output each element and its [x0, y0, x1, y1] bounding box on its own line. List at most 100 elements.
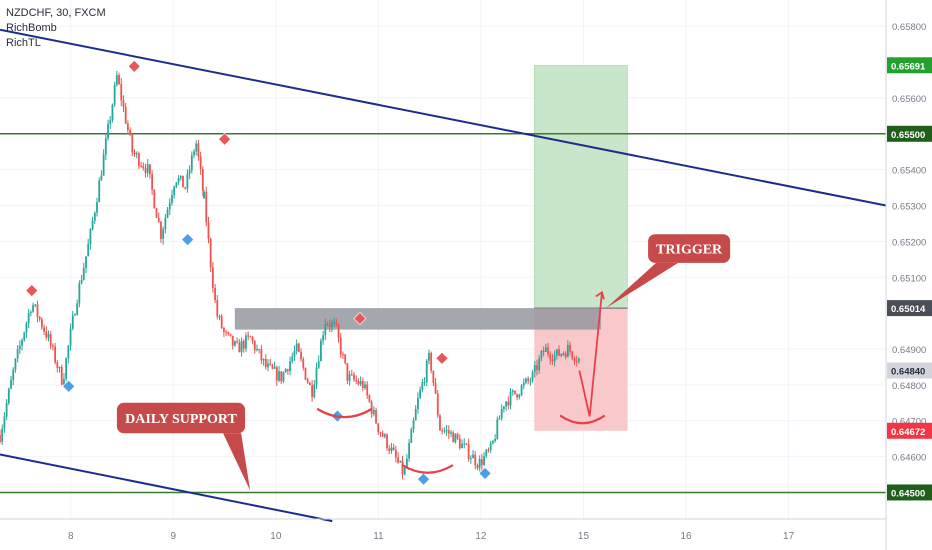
price-tick-label: 0.65400 — [892, 166, 926, 177]
candle-body — [308, 382, 311, 385]
projection-path — [578, 292, 603, 417]
candle-body — [461, 443, 463, 449]
candle-body — [366, 384, 369, 396]
candle-body — [193, 151, 195, 156]
candle-body — [419, 389, 422, 398]
candle-body — [278, 371, 280, 381]
candle-body — [463, 443, 466, 445]
candle-body — [496, 419, 499, 439]
candle-body — [469, 458, 472, 460]
candle-body — [164, 217, 167, 230]
callout-label: TRIGGER — [656, 243, 723, 258]
candle-body — [450, 432, 452, 434]
candle-body — [489, 443, 492, 450]
candle-body — [445, 430, 448, 432]
candle-body — [516, 394, 519, 398]
candle-body — [498, 418, 501, 420]
candle-body — [364, 384, 366, 389]
price-badge-label: 0.65691 — [891, 61, 926, 72]
callout-box — [116, 402, 246, 434]
candle-body — [249, 336, 252, 338]
candle-body — [227, 332, 230, 334]
indicator-label: RichTL — [6, 37, 41, 49]
candle-body — [80, 279, 83, 284]
candle-body — [264, 359, 267, 368]
candle-body — [214, 288, 216, 301]
candle-body — [577, 358, 580, 362]
candle-body — [34, 304, 37, 306]
candle-body — [335, 322, 338, 326]
symbol-title: NZDCHF, 30, FXCM — [6, 7, 106, 19]
candle-body — [7, 388, 10, 404]
candle-body — [443, 430, 446, 432]
candle-body — [337, 325, 340, 338]
candle-body — [511, 390, 514, 392]
time-tick-label: 15 — [578, 531, 590, 542]
candle-body — [547, 347, 549, 355]
candle-body — [76, 303, 79, 315]
candle-body — [480, 459, 483, 465]
candle-body — [494, 438, 496, 441]
candle-body — [381, 433, 384, 437]
candle-body — [197, 143, 200, 157]
candle-body — [137, 153, 140, 166]
candle-body — [291, 356, 294, 362]
candle-body — [23, 332, 26, 341]
candle-body — [273, 367, 276, 369]
candle-body — [38, 316, 41, 320]
trend-line — [0, 28, 887, 207]
candle-body — [18, 345, 21, 350]
candle-body — [500, 409, 503, 419]
sell-signal-marker — [218, 132, 232, 146]
candle-body — [412, 420, 415, 430]
candle-body — [135, 153, 138, 155]
price-tick-label: 0.64600 — [892, 453, 926, 464]
candle-body — [171, 195, 173, 203]
candle-body — [456, 433, 459, 439]
callout-box — [648, 234, 731, 263]
price-tick-label: 0.65800 — [892, 22, 926, 33]
candle-body — [304, 367, 307, 380]
candle-body — [430, 352, 433, 371]
candle-body — [540, 350, 543, 359]
candle-body — [207, 222, 210, 239]
candle-body — [153, 189, 156, 209]
candle-body — [558, 349, 560, 356]
candle-body — [465, 443, 468, 445]
sell-signal-marker — [353, 312, 367, 325]
candle-body — [190, 155, 193, 171]
candle-body — [236, 341, 239, 343]
candle-body — [67, 345, 70, 359]
candle-body — [0, 435, 1, 442]
candle-body — [188, 170, 191, 174]
candle-body — [146, 164, 149, 173]
callout-label: DAILY SUPPORT — [125, 412, 237, 427]
candle-body — [454, 433, 457, 443]
candle-body — [21, 340, 23, 346]
candle-body — [184, 187, 187, 189]
candle-body — [220, 316, 223, 329]
candle-body — [520, 385, 523, 395]
candle-body — [78, 283, 81, 304]
candle-body — [1, 428, 4, 442]
candle-body — [260, 349, 263, 361]
candle-body — [536, 365, 538, 371]
candle-body — [45, 331, 48, 338]
candle-body — [439, 415, 441, 431]
candle-body — [3, 416, 6, 429]
candle-body — [186, 173, 189, 189]
candle-body — [538, 358, 541, 371]
price-badge-label: 0.65500 — [891, 130, 925, 141]
time-tick-label: 11 — [373, 531, 384, 542]
candle-body — [331, 322, 333, 327]
candle-body — [242, 340, 245, 349]
candle-body — [531, 372, 534, 381]
candle-body — [317, 361, 320, 368]
candle-body — [529, 380, 532, 382]
candle-body — [333, 322, 336, 324]
candle-body — [258, 349, 261, 351]
candle-body — [392, 447, 395, 451]
candle-body — [166, 209, 169, 218]
candle-body — [65, 358, 68, 379]
